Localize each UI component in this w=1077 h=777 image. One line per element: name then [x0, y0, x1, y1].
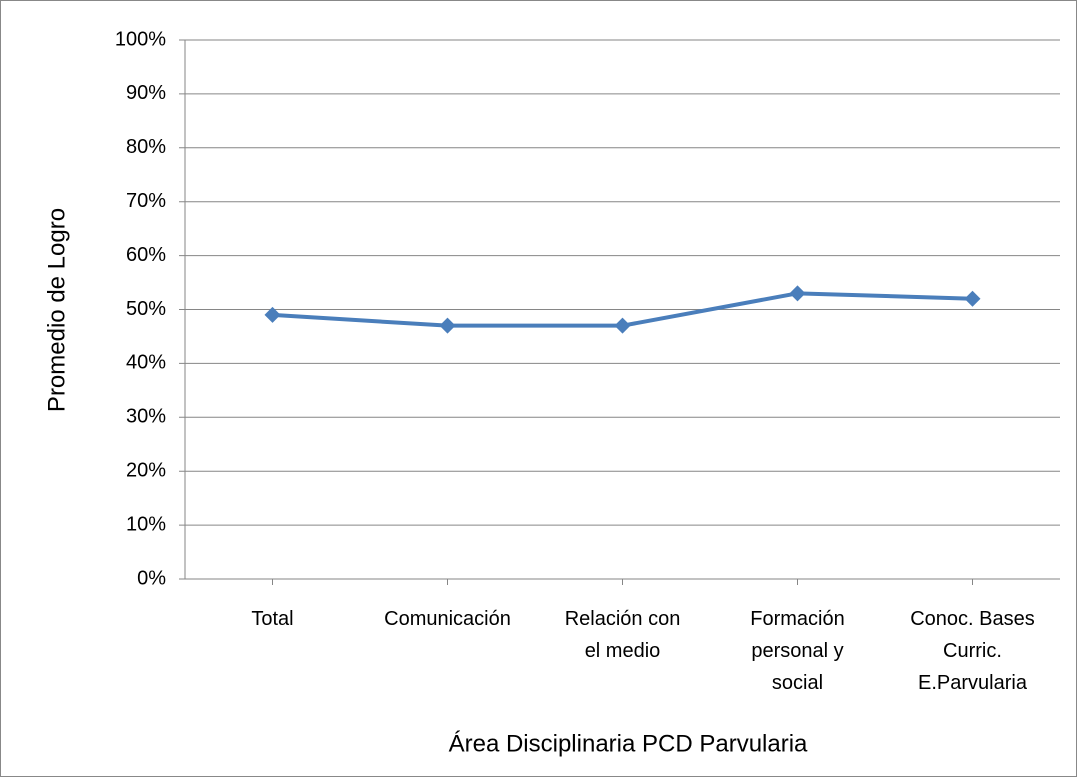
- x-tick-label: Comunicación: [384, 608, 511, 630]
- y-tick-label: 70%: [126, 190, 166, 212]
- y-tick-label: 0%: [137, 567, 166, 589]
- x-tick-label: Conoc. Bases Curric. E.Parvularia: [910, 608, 1035, 694]
- y-tick-label: 90%: [126, 82, 166, 104]
- y-tick-label: 60%: [126, 244, 166, 266]
- point-marker: [439, 317, 456, 334]
- x-axis-title: Área Disciplinaria PCD Parvularia: [449, 730, 808, 757]
- x-tick-label: Relación con el medio: [565, 608, 681, 662]
- point-marker: [264, 306, 281, 323]
- y-tick-label: 100%: [115, 28, 166, 50]
- x-tick-label: Total: [251, 608, 293, 630]
- y-axis-title: Promedio de Logro: [43, 208, 70, 412]
- x-tick-label: Formación personal y social: [750, 608, 844, 694]
- y-tick-label: 50%: [126, 298, 166, 320]
- point-marker: [964, 290, 981, 307]
- y-tick-label: 10%: [126, 513, 166, 535]
- point-marker: [789, 285, 806, 302]
- y-tick-label: 30%: [126, 406, 166, 428]
- point-marker: [614, 317, 631, 334]
- y-tick-label: 80%: [126, 136, 166, 158]
- y-tick-label: 20%: [126, 459, 166, 481]
- y-tick-label: 40%: [126, 352, 166, 374]
